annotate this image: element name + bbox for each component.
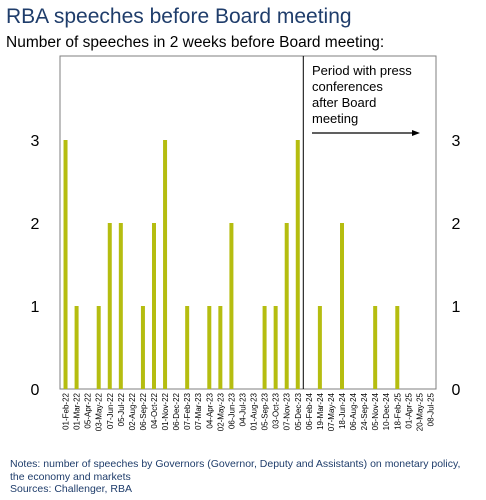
bar — [273, 306, 278, 389]
bar — [96, 306, 101, 389]
y-tick-label-right: 3 — [452, 133, 461, 150]
x-tick-label: 04-Apr-23 — [205, 392, 214, 428]
x-tick-label: 01-Apr-25 — [404, 392, 413, 428]
x-tick-label: 05-Dec-23 — [294, 392, 303, 430]
bar — [107, 223, 112, 389]
x-tick-label: 20-May-25 — [415, 392, 424, 431]
annotation-line: Period with press — [312, 63, 412, 78]
bar — [295, 140, 300, 389]
bar — [185, 306, 190, 389]
bar — [74, 306, 79, 389]
x-tick-label: 18-Jun-24 — [338, 392, 347, 429]
bar — [340, 223, 344, 389]
x-tick-label: 05-Nov-24 — [371, 392, 380, 430]
bar — [373, 306, 378, 389]
y-tick-label-left: 2 — [31, 216, 40, 233]
bar-chart: 0 0 1 1 2 2 3 3 01-Feb-22 01-Mar-22 05-Apr-22 03-Ma… — [31, 55, 461, 431]
period-arrow-head — [412, 130, 420, 136]
bar — [229, 223, 234, 389]
x-tick-label: 06-Feb-24 — [305, 392, 314, 429]
bar — [395, 306, 400, 389]
x-tick-label: 06-Sep-22 — [139, 392, 148, 430]
x-tick-label: 07-May-24 — [327, 392, 336, 431]
x-tick-label: 06-Dec-22 — [172, 392, 181, 430]
x-tick-label: 03-May-22 — [95, 392, 104, 431]
bar — [152, 223, 156, 389]
bar — [63, 140, 68, 389]
x-tick-label: 24-Sep-24 — [360, 392, 369, 430]
bar — [207, 306, 212, 389]
annotation-line: meeting — [312, 111, 359, 126]
bar — [317, 306, 322, 389]
x-tick-label: 07-Nov-23 — [283, 392, 292, 430]
chart-title: RBA speeches before Board meeting — [6, 5, 352, 28]
x-tick-label: 10-Dec-24 — [382, 392, 391, 430]
chart-notes: Notes: number of speeches by Governors (… — [10, 458, 480, 496]
x-tick-label: 07-Mar-23 — [194, 392, 203, 429]
notes-line: the economy and markets — [10, 470, 131, 483]
annotation-line: conferences — [312, 79, 383, 94]
x-tick-label: 03-Oct-23 — [272, 392, 281, 428]
x-tick-label: 06-Aug-24 — [349, 392, 358, 430]
press-conference-annotation: Period with press conferences after Boar… — [312, 63, 412, 127]
plot-frame — [59, 55, 437, 390]
y-tick-label-right: 1 — [452, 299, 461, 316]
bar — [163, 140, 168, 389]
x-tick-label: 05-Sep-23 — [261, 392, 270, 430]
x-tick-label: 19-Mar-24 — [316, 392, 325, 429]
x-tick-label: 04-Jul-23 — [238, 392, 247, 426]
x-tick-label: 01-Nov-22 — [161, 392, 170, 430]
x-tick-label: 05-Apr-22 — [84, 392, 93, 428]
bar — [262, 306, 267, 389]
x-tick-label: 01-Feb-22 — [62, 392, 71, 429]
x-tick-label: 02-May-23 — [216, 392, 225, 431]
chart-subtitle: Number of speeches in 2 weeks before Boa… — [6, 34, 385, 51]
x-tick-label: 02-Aug-22 — [128, 392, 137, 430]
x-tick-label: 01-Aug-23 — [250, 392, 259, 430]
y-tick-label-left: 1 — [31, 299, 40, 316]
y-tick-label-left: 0 — [31, 382, 40, 399]
x-tick-label: 07-Jun-22 — [106, 392, 115, 429]
bar — [284, 223, 289, 389]
x-tick-label: 04-Oct-22 — [150, 392, 159, 428]
y-tick-label-left: 3 — [31, 133, 40, 150]
x-tick-label: 01-Mar-22 — [73, 392, 82, 429]
x-tick-label: 05-Jul-22 — [117, 392, 126, 426]
annotation-line: after Board — [312, 95, 377, 110]
bar — [218, 306, 223, 389]
x-tick-label: 07-Feb-23 — [183, 392, 192, 429]
y-tick-label-right: 2 — [452, 216, 461, 233]
sources-line: Sources: Challenger, RBA — [10, 483, 132, 495]
y-tick-label-right: 0 — [452, 382, 461, 399]
x-tick-label: 06-Jun-23 — [227, 392, 236, 429]
notes-line: Notes: number of speeches by Governors (… — [10, 458, 461, 470]
x-tick-label: 08-Jul-25 — [426, 392, 435, 426]
x-tick-label: 18-Feb-25 — [393, 392, 402, 429]
bar — [140, 306, 145, 389]
bar — [118, 223, 123, 389]
